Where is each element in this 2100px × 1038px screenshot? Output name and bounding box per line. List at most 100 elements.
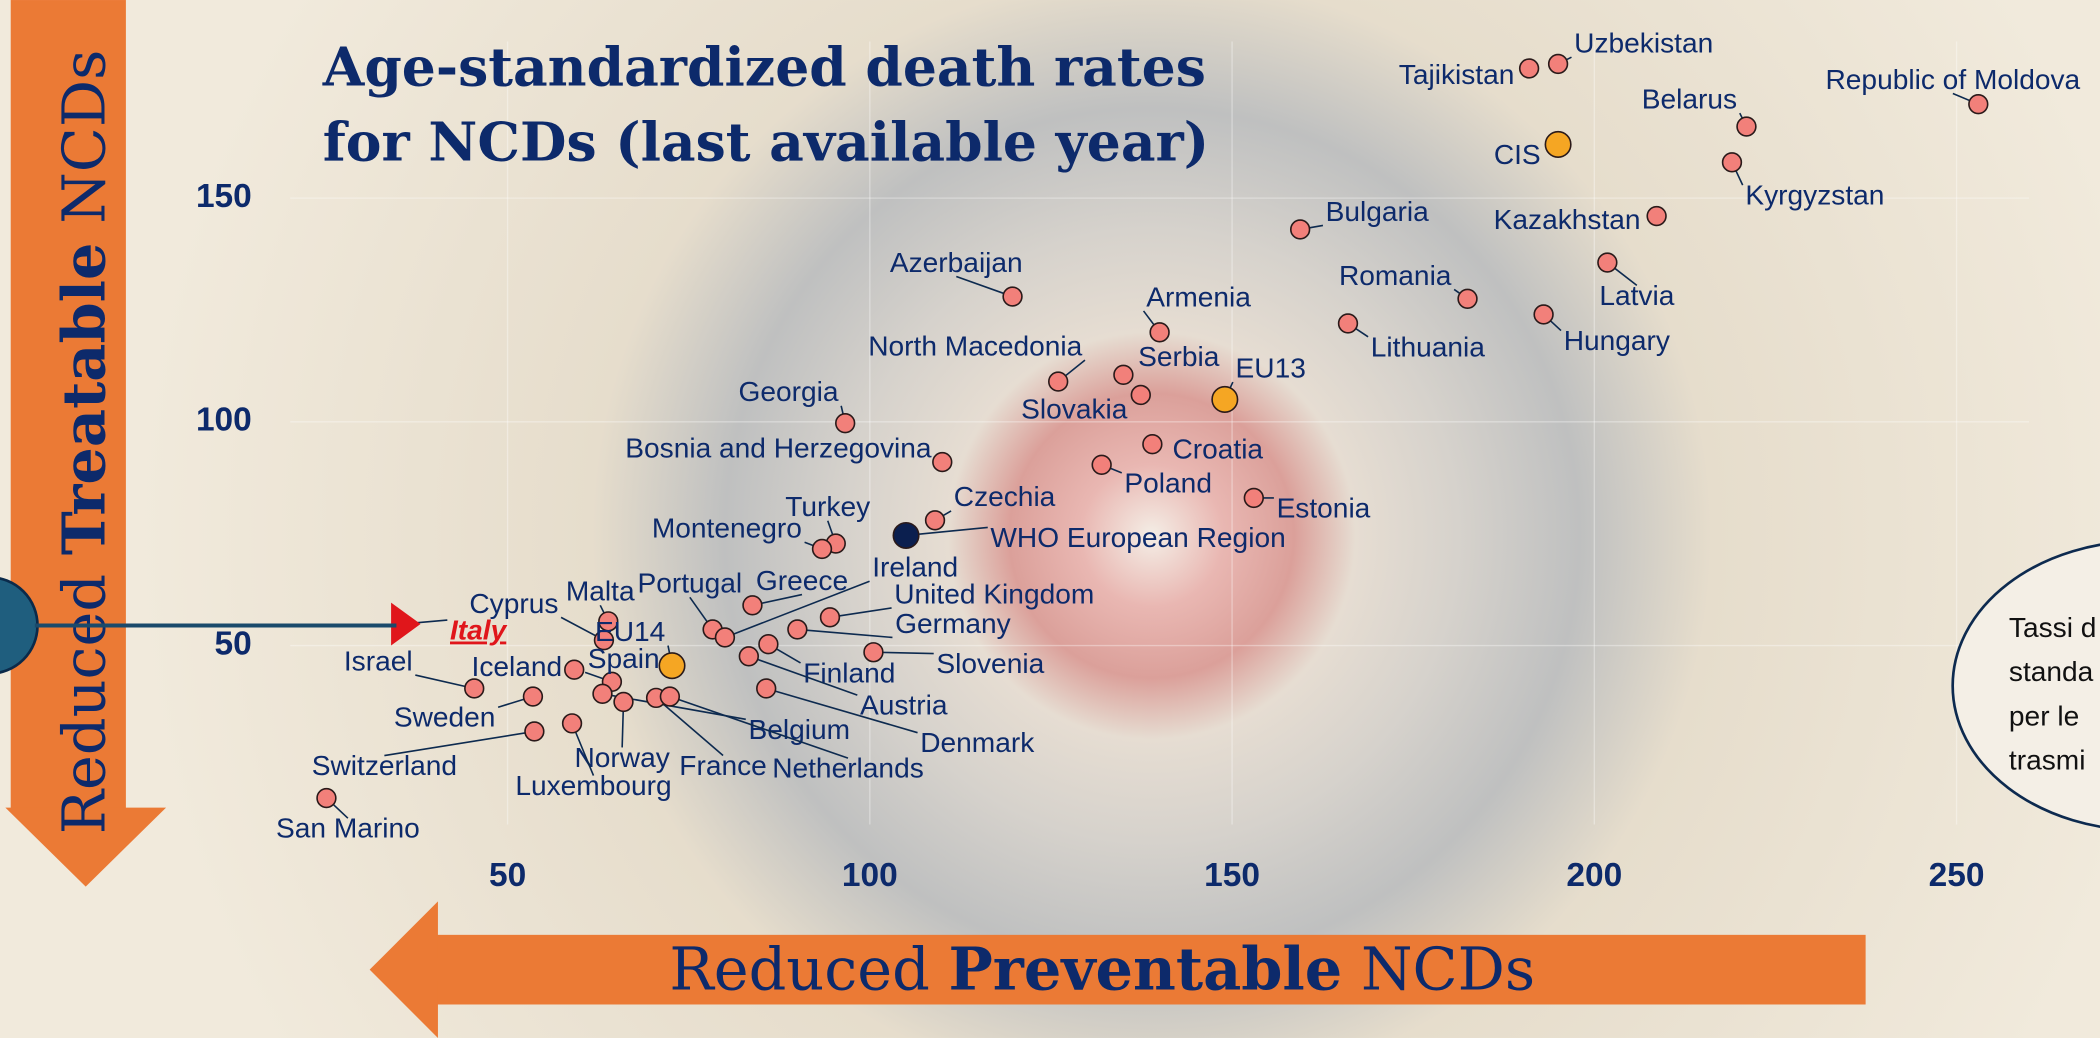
- point: [821, 608, 840, 627]
- point-label: Republic of Moldova: [1826, 64, 2081, 95]
- point: [1339, 314, 1358, 333]
- point: [1737, 117, 1756, 136]
- point: [1092, 455, 1111, 474]
- point-label: Kazakhstan: [1494, 204, 1641, 235]
- point-label: Poland: [1124, 467, 1212, 498]
- point-label: Portugal: [637, 568, 742, 599]
- point: [926, 511, 945, 530]
- y-tick-label: 100: [196, 402, 252, 439]
- point-label: Israel: [344, 645, 413, 676]
- point-label: North Macedonia: [868, 331, 1082, 362]
- x-tick-label: 150: [1204, 857, 1260, 894]
- point-label: Denmark: [920, 727, 1035, 758]
- point: [1049, 372, 1068, 391]
- point: [1723, 153, 1742, 172]
- x-label-part: Reduced: [669, 934, 948, 1003]
- y-tick-label: 150: [196, 178, 252, 215]
- chart-title: Age-standardized death rates: [322, 36, 1206, 99]
- point-label: Czechia: [954, 481, 1056, 512]
- point: [1458, 289, 1477, 308]
- point: [565, 660, 584, 679]
- point: [1131, 386, 1150, 405]
- point: [788, 620, 807, 639]
- point: [836, 414, 855, 433]
- point-label: Bulgaria: [1326, 196, 1429, 227]
- point-label: Spain: [588, 643, 660, 674]
- page: UzbekistanTajikistanRepublic of MoldovaB…: [0, 0, 2100, 1038]
- point: [813, 540, 832, 559]
- point-label: Lithuania: [1371, 331, 1485, 362]
- point: [465, 679, 484, 698]
- note-line: Tassi d: [2009, 612, 2096, 643]
- point: [1114, 365, 1133, 384]
- point-label: Montenegro: [652, 513, 802, 544]
- point-label: Estonia: [1277, 492, 1371, 523]
- point-label: Greece: [756, 565, 848, 596]
- point: [1549, 55, 1568, 74]
- point-label: Luxembourg: [515, 770, 671, 801]
- x-tick-label: 100: [842, 857, 898, 894]
- y-tick-label: 50: [215, 625, 252, 662]
- note-line: per le: [2009, 700, 2079, 731]
- point: [659, 653, 684, 678]
- point-label: WHO European Region: [990, 522, 1285, 553]
- point-label: San Marino: [276, 813, 420, 844]
- point-label: Belarus: [1642, 84, 1737, 115]
- point-label: United Kingdom: [894, 578, 1094, 609]
- point: [1969, 95, 1988, 114]
- point-label: Iceland: [472, 651, 563, 682]
- point: [739, 647, 758, 666]
- chart: UzbekistanTajikistanRepublic of MoldovaB…: [0, 0, 2100, 1038]
- point-label: Latvia: [1599, 280, 1674, 311]
- point-label: Hungary: [1564, 325, 1670, 356]
- note-line: standa: [2009, 656, 2094, 687]
- point-label: Slovenia: [936, 648, 1044, 679]
- point-label: Romania: [1339, 260, 1452, 291]
- note-line: trasmi: [2009, 745, 2086, 776]
- point: [1520, 59, 1539, 78]
- point: [660, 687, 679, 706]
- y-label-part: NCDs: [49, 50, 118, 243]
- point-label: Malta: [566, 576, 635, 607]
- point: [1647, 207, 1666, 226]
- point-label: Bosnia and Herzegovina: [625, 432, 932, 463]
- point-label: Tajikistan: [1399, 59, 1515, 90]
- point-label: Sweden: [394, 702, 496, 733]
- point: [593, 684, 612, 703]
- point-label: Finland: [803, 657, 895, 688]
- point: [1534, 305, 1553, 324]
- point-label: Ireland: [872, 552, 958, 583]
- point: [1150, 323, 1169, 342]
- point-label: Italy: [450, 615, 508, 646]
- point-label: Netherlands: [772, 753, 924, 784]
- point-label: Kyrgyzstan: [1745, 180, 1884, 211]
- point: [1291, 220, 1310, 239]
- point: [1212, 387, 1237, 412]
- point: [1143, 435, 1162, 454]
- x-axis-label: Reduced Preventable NCDs: [669, 934, 1535, 1003]
- y-label-part: Treatable: [49, 242, 118, 555]
- point-label: Georgia: [738, 376, 838, 407]
- point-label: Switzerland: [312, 750, 457, 781]
- point: [933, 453, 952, 472]
- point: [759, 635, 778, 654]
- point-label: Norway: [575, 742, 670, 773]
- point-label: Azerbaijan: [890, 247, 1023, 278]
- x-tick-label: 50: [489, 857, 526, 894]
- point: [864, 643, 883, 662]
- point: [524, 687, 543, 706]
- y-axis-label: Reduced Treatable NCDs: [49, 50, 118, 835]
- point: [893, 523, 918, 548]
- point-label: France: [679, 750, 767, 781]
- y-label-part: Reduced: [49, 555, 118, 834]
- point: [716, 628, 735, 647]
- point-label: Croatia: [1172, 433, 1263, 464]
- point: [1003, 287, 1022, 306]
- point: [757, 679, 776, 698]
- x-label-part: NCDs: [1342, 934, 1535, 1003]
- point: [525, 722, 544, 741]
- point-label: Austria: [860, 690, 948, 721]
- point: [614, 693, 633, 712]
- point-label: Armenia: [1146, 281, 1251, 312]
- point: [1244, 489, 1263, 508]
